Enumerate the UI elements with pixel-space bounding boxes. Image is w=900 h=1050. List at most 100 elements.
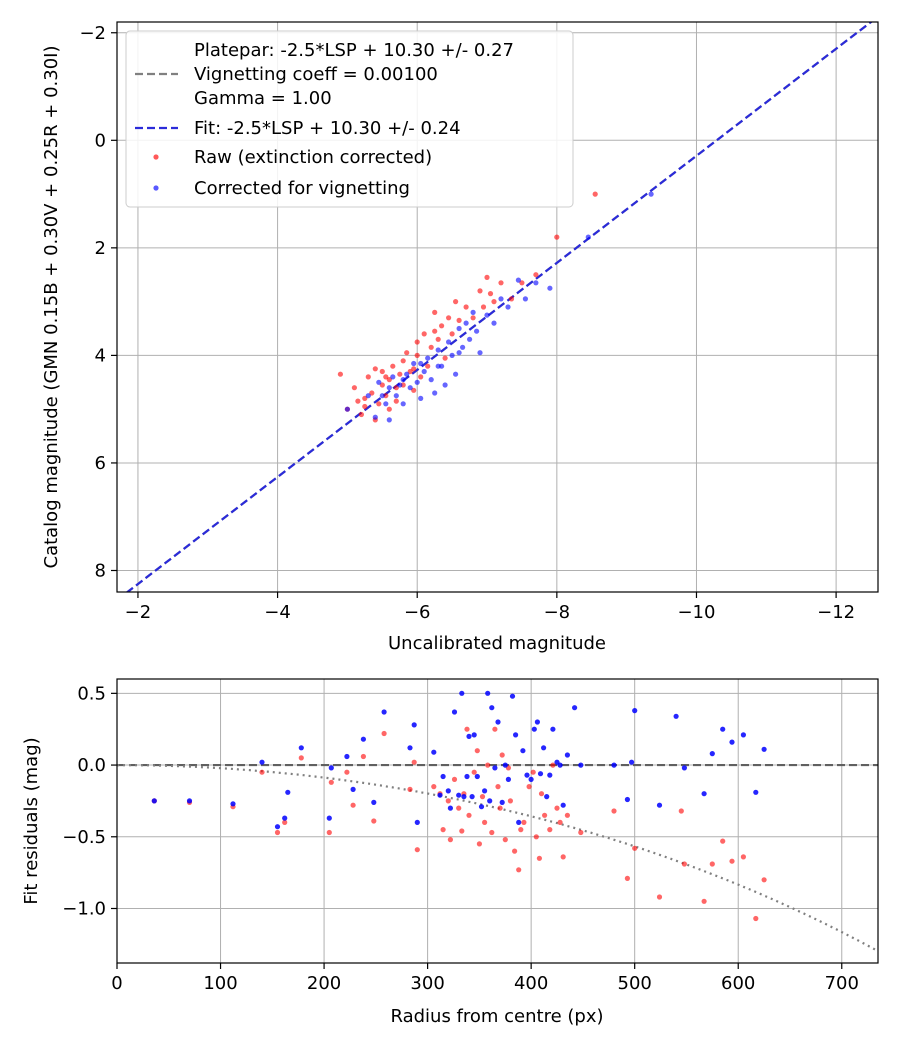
top-raw-point — [407, 368, 413, 375]
bot-corrected-point — [531, 726, 537, 732]
bot-corrected-point — [629, 759, 635, 765]
bot-raw-point — [456, 805, 462, 811]
top-corrected-point — [522, 296, 529, 302]
bot-x-tick-label: 0 — [111, 973, 122, 994]
bot-raw-point — [274, 829, 281, 836]
bot-raw-point — [507, 798, 513, 804]
bot-raw-point — [445, 798, 451, 804]
bot-corrected-point — [411, 722, 417, 728]
top-corrected-point — [393, 393, 399, 399]
top-corrected-point — [397, 382, 403, 388]
bot-corrected-point — [632, 708, 638, 714]
bot-corrected-point — [259, 759, 265, 765]
bot-vignetting-model-line — [117, 764, 878, 953]
bot-corrected-point — [478, 804, 485, 810]
top-corrected-point — [344, 406, 350, 412]
bot-raw-point — [440, 827, 446, 833]
top-plot-frame — [116, 21, 879, 593]
legend-entry-gamma: Gamma = 1.00 — [194, 88, 332, 109]
top-raw-point — [480, 304, 487, 310]
bot-corrected-point — [381, 709, 387, 715]
bot-corrected-point — [537, 771, 544, 777]
bot-raw-point — [471, 769, 477, 775]
top-x-tick-label: −10 — [677, 602, 715, 623]
bot-corrected-point — [344, 753, 350, 760]
bot-raw-point — [447, 837, 453, 843]
bot-raw-point — [518, 827, 524, 833]
bot-raw-point — [753, 915, 759, 922]
bot-corrected-point — [456, 792, 462, 798]
bot-corrected-point — [624, 796, 631, 803]
top-raw-point — [498, 280, 504, 286]
top-raw-point — [365, 374, 371, 380]
bottom-y-axis-label: Fit residuals (mag) — [21, 737, 42, 904]
bot-corrected-point — [578, 762, 584, 768]
bot-raw-point — [489, 829, 495, 836]
bot-raw-point — [550, 762, 556, 768]
bot-corrected-point — [729, 739, 735, 745]
bot-raw-point — [624, 875, 631, 882]
bot-y-tick-label: 0.5 — [77, 683, 106, 704]
top-raw-point — [439, 323, 445, 329]
top-raw-point — [400, 358, 406, 364]
top-raw-point — [442, 355, 448, 361]
top-y-axis-label: Catalog magnitude (GMN 0.15B + 0.30V + 0… — [41, 45, 62, 568]
top-raw-point — [519, 280, 525, 286]
top-corrected-point — [421, 368, 427, 375]
bot-corrected-point — [505, 776, 511, 783]
top-raw-point — [592, 191, 598, 197]
bot-raw-point — [344, 769, 350, 775]
top-corrected-point — [474, 328, 480, 334]
top-corrected-point — [533, 280, 539, 286]
legend-entry-vignetting: Vignetting coeff = 0.00100 — [194, 64, 438, 85]
bot-raw-point — [511, 848, 518, 854]
bot-corrected-point — [437, 792, 443, 798]
bot-corrected-point — [285, 789, 291, 795]
bot-raw-point — [499, 752, 505, 758]
bot-x-tick-label: 600 — [721, 973, 755, 994]
top-corrected-point — [484, 312, 490, 318]
top-corrected-point — [379, 393, 385, 399]
bot-corrected-point — [550, 726, 556, 732]
bot-raw-point — [533, 834, 539, 840]
top-raw-point — [376, 401, 382, 407]
top-corrected-point — [456, 350, 462, 356]
top-corrected-point — [470, 309, 476, 315]
bot-raw-point — [497, 805, 503, 811]
bot-corrected-point — [564, 752, 571, 758]
top-corrected-point — [386, 385, 392, 391]
bot-corrected-point — [469, 794, 475, 800]
bot-corrected-point — [509, 693, 516, 699]
bot-corrected-point — [495, 719, 501, 725]
top-raw-point — [477, 288, 483, 294]
top-corrected-point — [414, 379, 420, 385]
top-corrected-point — [383, 401, 389, 407]
top-raw-point — [386, 406, 392, 412]
bot-raw-point — [516, 867, 522, 873]
top-corrected-point — [446, 339, 452, 345]
bot-corrected-point — [440, 773, 446, 780]
top-raw-point — [397, 371, 403, 377]
bot-corrected-point — [499, 799, 505, 806]
bot-raw-point — [740, 854, 747, 860]
top-corrected-point — [498, 296, 504, 302]
bot-raw-point — [466, 812, 472, 818]
top-corrected-point — [505, 304, 511, 310]
top-x-tick-label: −12 — [817, 602, 855, 623]
bot-x-tick-label: 700 — [825, 973, 859, 994]
bot-raw-point — [414, 847, 420, 853]
top-raw-point — [404, 350, 410, 356]
bot-x-tick-label: 300 — [410, 973, 444, 994]
bot-corrected-point — [282, 815, 288, 821]
bot-raw-point — [282, 819, 288, 826]
bot-raw-point — [554, 805, 560, 811]
bot-corrected-point — [720, 726, 726, 732]
bot-y-tick-label: −0.5 — [62, 827, 106, 848]
bot-x-tick-label: 100 — [203, 973, 237, 994]
bot-raw-point — [678, 808, 684, 814]
bot-corrected-point — [482, 788, 488, 794]
bot-raw-point — [464, 726, 470, 732]
top-corrected-point — [407, 385, 413, 391]
bot-corrected-point — [459, 690, 465, 696]
bot-corrected-point — [186, 798, 193, 804]
